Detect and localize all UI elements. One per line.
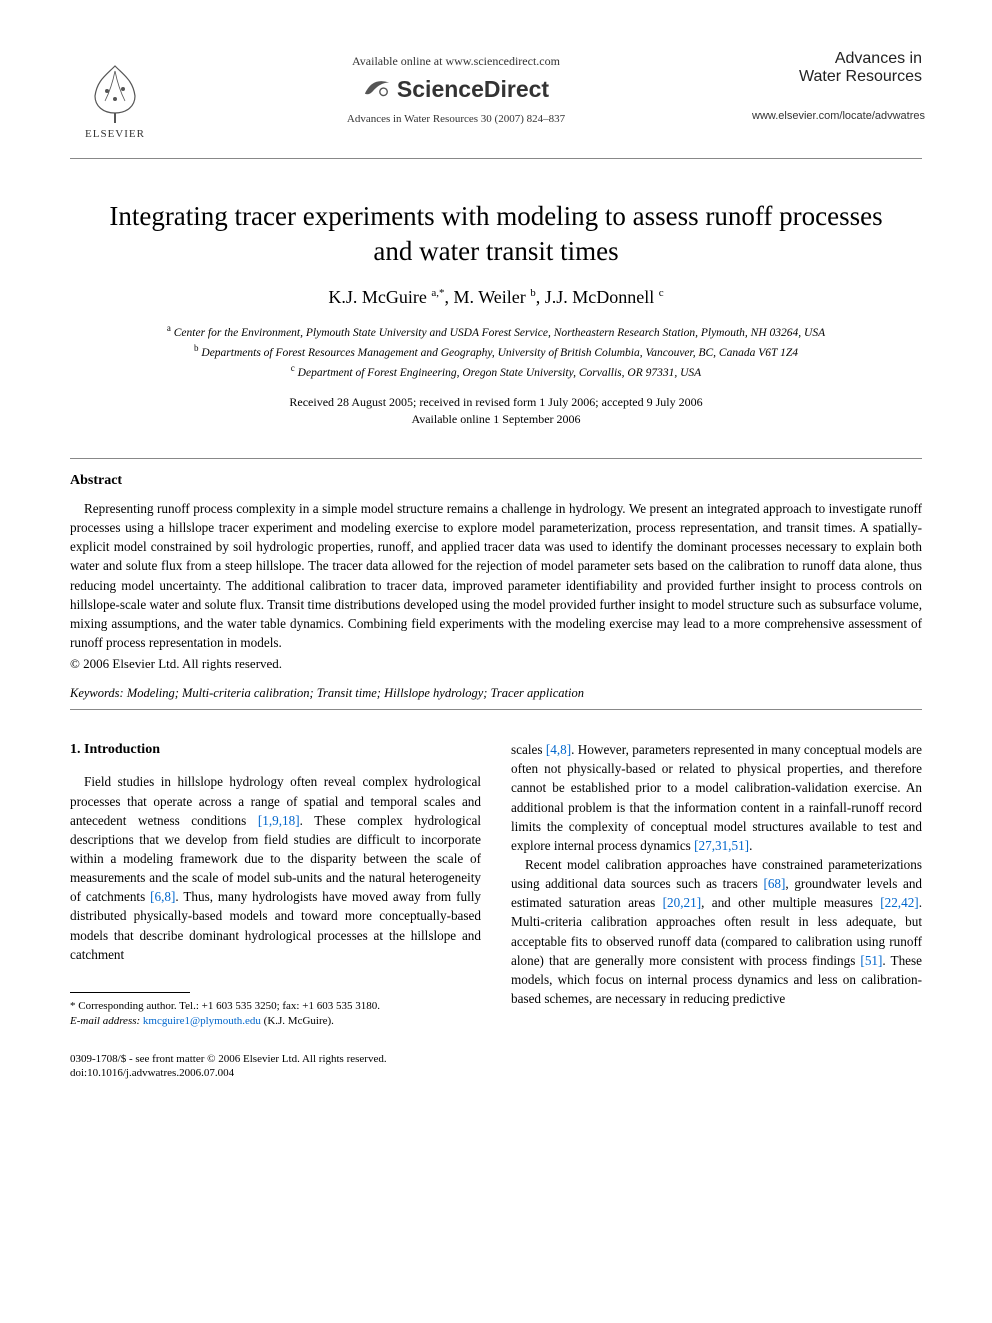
email-suffix: (K.J. McGuire). [264, 1015, 334, 1027]
keywords-label: Keywords: [70, 686, 124, 700]
ref-link[interactable]: [51] [860, 953, 882, 968]
col2-text-b: . However, parameters represented in man… [511, 742, 922, 853]
sciencedirect-logo: ScienceDirect [363, 75, 549, 103]
dates: Received 28 August 2005; received in rev… [70, 394, 922, 428]
locate-url: www.elsevier.com/locate/advwatres [752, 110, 922, 122]
abstract-text: Representing runoff process complexity i… [70, 499, 922, 652]
col2-para2: Recent model calibration approaches have… [511, 855, 922, 1008]
journal-title-2: Water Resources [752, 68, 922, 86]
col2-text-c: . [749, 838, 752, 853]
abstract-heading: Abstract [70, 473, 922, 489]
ref-link[interactable]: [4,8] [546, 742, 571, 757]
header-row: ELSEVIER Available online at www.science… [70, 50, 922, 150]
corresponding-author: * Corresponding author. Tel.: +1 603 535… [70, 999, 481, 1014]
ref-link[interactable]: [20,21] [663, 895, 701, 910]
author-3: J.J. McDonnell [545, 287, 655, 307]
ref-link[interactable]: [6,8] [150, 889, 175, 904]
copyright: © 2006 Elsevier Ltd. All rights reserved… [70, 656, 922, 672]
affiliations: a Center for the Environment, Plymouth S… [70, 322, 922, 382]
keywords: Keywords: Modeling; Multi-criteria calib… [70, 686, 922, 701]
sciencedirect-text: ScienceDirect [397, 76, 549, 103]
authors: K.J. McGuire a,*, M. Weiler b, J.J. McDo… [70, 287, 922, 308]
footer-line1: 0309-1708/$ - see front matter © 2006 El… [70, 1052, 922, 1066]
dates-line2: Available online 1 September 2006 [70, 411, 922, 428]
col1-para1: Field studies in hillslope hydrology oft… [70, 772, 481, 963]
column-left: 1. Introduction Field studies in hillslo… [70, 740, 481, 1029]
affiliation-a: Center for the Environment, Plymouth Sta… [174, 327, 825, 339]
col2-text-f: , and other multiple measures [701, 895, 880, 910]
keywords-text: Modeling; Multi-criteria calibration; Tr… [127, 686, 584, 700]
journal-title-1: Advances in [752, 50, 922, 68]
tree-icon [85, 61, 145, 126]
available-online-line: Available online at www.sciencedirect.co… [160, 54, 752, 69]
abstract-bottom-rule [70, 709, 922, 710]
affiliation-c: Department of Forest Engineering, Oregon… [298, 367, 702, 379]
col2-text-a: scales [511, 742, 546, 757]
email-link[interactable]: kmcguire1@plymouth.edu [143, 1015, 261, 1027]
author-3-sup: c [659, 287, 664, 299]
footer-line2: doi:10.1016/j.advwatres.2006.07.004 [70, 1066, 922, 1080]
footnote: * Corresponding author. Tel.: +1 603 535… [70, 999, 481, 1030]
ref-link[interactable]: [27,31,51] [694, 838, 749, 853]
sd-swoosh-icon [363, 75, 391, 103]
journal-reference: Advances in Water Resources 30 (2007) 82… [160, 113, 752, 125]
affiliation-b: Departments of Forest Resources Manageme… [201, 347, 798, 359]
center-header: Available online at www.sciencedirect.co… [160, 50, 752, 125]
author-1-sup: a,* [431, 287, 444, 299]
header-rule [70, 158, 922, 159]
ref-link[interactable]: [22,42] [880, 895, 918, 910]
elsevier-label: ELSEVIER [85, 128, 145, 140]
ref-link[interactable]: [1,9,18] [258, 813, 300, 828]
two-column-body: 1. Introduction Field studies in hillslo… [70, 740, 922, 1029]
article-title: Integrating tracer experiments with mode… [100, 199, 892, 269]
abstract-body: Representing runoff process complexity i… [70, 499, 922, 652]
dates-line1: Received 28 August 2005; received in rev… [70, 394, 922, 411]
journal-title-box: Advances in Water Resources www.elsevier… [752, 50, 922, 122]
footer-refs: 0309-1708/$ - see front matter © 2006 El… [70, 1052, 922, 1081]
email-label: E-mail address: [70, 1015, 140, 1027]
elsevier-logo: ELSEVIER [70, 50, 160, 150]
author-2-sup: b [530, 287, 536, 299]
section-1-head: 1. Introduction [70, 740, 481, 760]
column-right: scales [4,8]. However, parameters repres… [511, 740, 922, 1029]
author-1: K.J. McGuire [328, 287, 426, 307]
footnote-rule [70, 992, 190, 993]
ref-link[interactable]: [68] [763, 876, 785, 891]
col2-para1: scales [4,8]. However, parameters repres… [511, 740, 922, 855]
author-2: M. Weiler [454, 287, 526, 307]
abstract-top-rule [70, 458, 922, 459]
